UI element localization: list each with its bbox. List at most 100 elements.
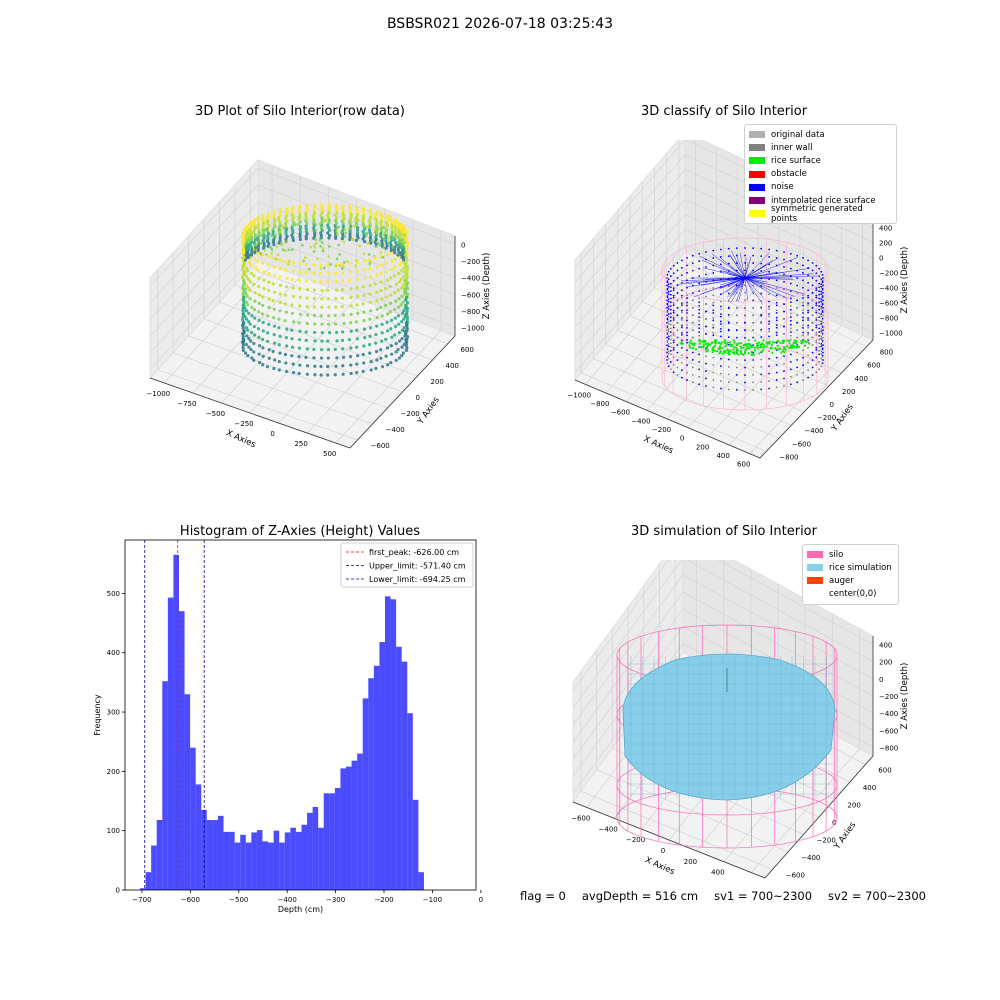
data-point (253, 257, 257, 261)
data-point (298, 270, 302, 274)
data-point (400, 286, 404, 290)
data-point (242, 301, 246, 305)
data-point (314, 229, 318, 232)
data-point (290, 345, 295, 349)
data-point (276, 253, 280, 257)
data-point (765, 345, 768, 348)
data-point (735, 352, 739, 355)
data-point (356, 294, 360, 299)
data-point (323, 219, 327, 223)
histogram-ticks: −700 −600 −500 −400 −300 −200 −100 001002003004… (107, 590, 483, 904)
data-point (719, 330, 722, 333)
data-point (802, 294, 804, 297)
grid-line (572, 591, 874, 743)
data-point (822, 306, 824, 309)
data-point (712, 326, 715, 329)
data-point (313, 231, 317, 235)
data-point (280, 243, 284, 247)
data-point (358, 244, 361, 248)
data-point (820, 293, 823, 296)
data-point (802, 324, 804, 326)
data-point (765, 341, 768, 344)
data-point (742, 346, 745, 349)
data-point (712, 331, 715, 334)
data-point (404, 338, 408, 342)
z-tick-label: −800 (879, 744, 898, 752)
data-point (374, 265, 379, 269)
data-point (760, 358, 763, 361)
data-point (335, 208, 339, 212)
data-point (267, 272, 271, 276)
data-point (815, 304, 818, 307)
data-point (272, 222, 277, 226)
data-point (375, 316, 379, 320)
data-point (705, 333, 707, 335)
y-tick-label: 400 (855, 375, 868, 383)
grid-line (203, 318, 403, 393)
data-point (240, 267, 245, 271)
noise-ray (727, 277, 746, 287)
data-point (390, 267, 394, 272)
data-point (382, 246, 386, 250)
legend-swatch (749, 210, 765, 218)
data-point (327, 205, 331, 210)
data-point (333, 213, 337, 218)
data-point (667, 365, 670, 368)
data-point (811, 351, 814, 354)
data-point (691, 254, 694, 257)
data-point (808, 342, 811, 345)
data-point (305, 321, 309, 326)
data-point (396, 347, 400, 352)
data-point (405, 275, 409, 279)
data-point (744, 291, 746, 294)
data-point (298, 235, 302, 239)
data-point (273, 225, 277, 229)
classify-legend: original data inner wall rice surface obsta… (744, 124, 897, 225)
data-point (405, 326, 409, 330)
data-point (667, 357, 670, 360)
data-point (802, 304, 804, 307)
data-point (698, 327, 701, 330)
data-point (262, 278, 266, 282)
data-point (304, 262, 309, 266)
data-point (245, 334, 249, 338)
data-point (378, 243, 382, 247)
data-point (393, 225, 398, 229)
histogram-bars (140, 554, 424, 890)
data-point (401, 243, 405, 247)
data-point (335, 356, 339, 360)
flag-text: flag = 0 (520, 889, 566, 903)
data-point (802, 257, 804, 259)
data-point (686, 364, 688, 367)
noise-ray (744, 277, 764, 298)
data-point (354, 221, 359, 225)
data-point (247, 311, 251, 315)
data-point (334, 305, 338, 309)
data-point (375, 299, 379, 303)
data-point (401, 283, 406, 287)
data-point (402, 266, 406, 270)
data-point (399, 277, 404, 281)
data-point (245, 294, 249, 298)
histogram-bar (173, 554, 179, 890)
data-point (704, 342, 707, 346)
data-point (725, 343, 728, 346)
data-point (782, 341, 785, 345)
data-point (796, 277, 799, 279)
data-point (815, 279, 818, 282)
data-point (361, 212, 366, 216)
data-point (752, 336, 755, 339)
data-point (822, 321, 824, 324)
x-tick-label: −800 (590, 400, 609, 408)
data-point (278, 221, 282, 225)
grid-line (250, 268, 448, 345)
data-point (313, 364, 317, 368)
data-point (265, 253, 268, 256)
data-point (752, 381, 755, 384)
data-point (265, 339, 270, 343)
data-point (256, 225, 260, 230)
data-point (333, 223, 337, 228)
data-point (768, 293, 771, 296)
data-point (760, 255, 763, 258)
data-point (280, 241, 283, 245)
